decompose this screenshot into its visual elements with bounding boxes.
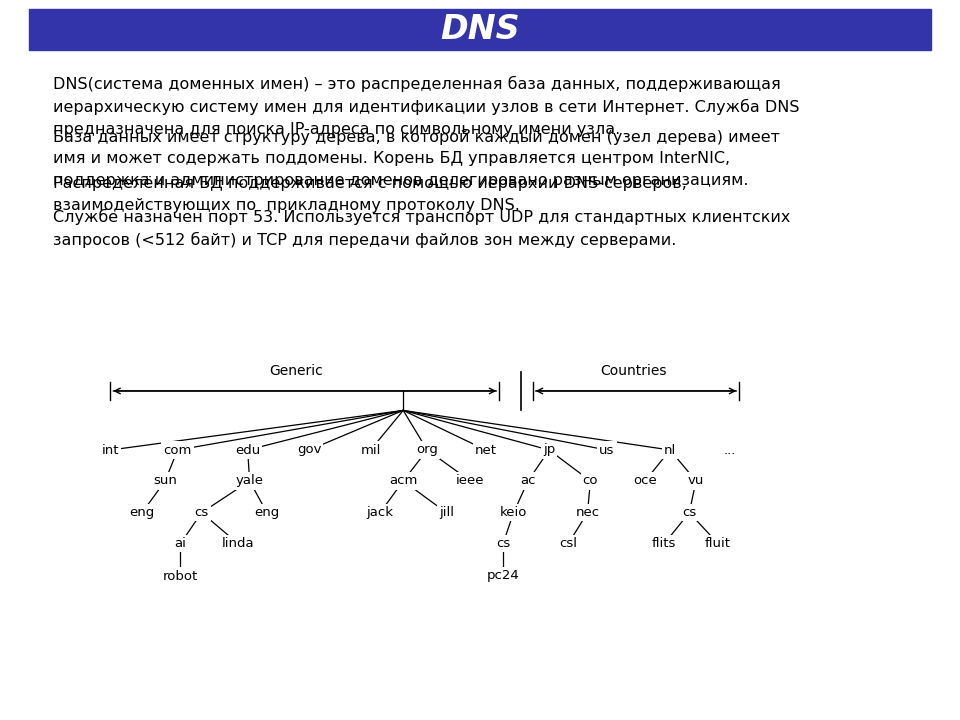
Text: oce: oce [634,474,657,487]
Text: Распределённая БД поддерживается с помощью иерархии DNS-серверов,
взаимодействую: Распределённая БД поддерживается с помощ… [53,176,686,213]
Text: org: org [417,444,438,456]
Text: jill: jill [439,506,454,519]
Text: ieee: ieee [456,474,485,487]
Text: net: net [475,444,496,456]
Text: eng: eng [254,506,279,519]
Text: edu: edu [235,444,260,456]
Text: Службе назначен порт 53. Используется транспорт UDP для стандартных клиентских
з: Службе назначен порт 53. Используется тр… [53,209,790,248]
Text: yale: yale [235,474,264,487]
Text: DNS(система доменных имен) – это распределенная база данных, поддерживающая
иера: DNS(система доменных имен) – это распред… [53,76,800,137]
Text: com: com [163,444,192,456]
Text: gov: gov [297,444,322,456]
Text: Generic: Generic [269,364,323,378]
Bar [29,9,931,50]
Text: fluit: fluit [705,537,732,550]
Text: База данных имеет структуру дерева, в которой каждый домен (узел дерева) имеет
и: База данных имеет структуру дерева, в ко… [53,130,780,188]
Text: robot: robot [163,570,198,582]
Text: DNS: DNS [441,13,519,46]
Text: jp: jp [543,444,555,456]
Text: mil: mil [360,444,381,456]
Text: cs: cs [496,537,510,550]
Text: jack: jack [367,506,394,519]
Text: nl: nl [664,444,676,456]
Text: cs: cs [195,506,208,519]
Text: ac: ac [520,474,536,487]
Text: eng: eng [130,506,155,519]
Text: flits: flits [652,537,677,550]
Text: sun: sun [154,474,177,487]
Text: us: us [599,444,614,456]
Text: Countries: Countries [600,364,667,378]
Text: nec: nec [575,506,600,519]
Text: linda: linda [222,537,254,550]
Text: int: int [102,444,119,456]
Text: keio: keio [500,506,527,519]
Text: ai: ai [175,537,186,550]
Text: co: co [583,474,598,487]
Text: acm: acm [389,474,418,487]
Text: ...: ... [724,444,735,456]
Text: pc24: pc24 [487,570,519,582]
Text: cs: cs [683,506,696,519]
Text: vu: vu [687,474,705,487]
Text: csl: csl [560,537,577,550]
